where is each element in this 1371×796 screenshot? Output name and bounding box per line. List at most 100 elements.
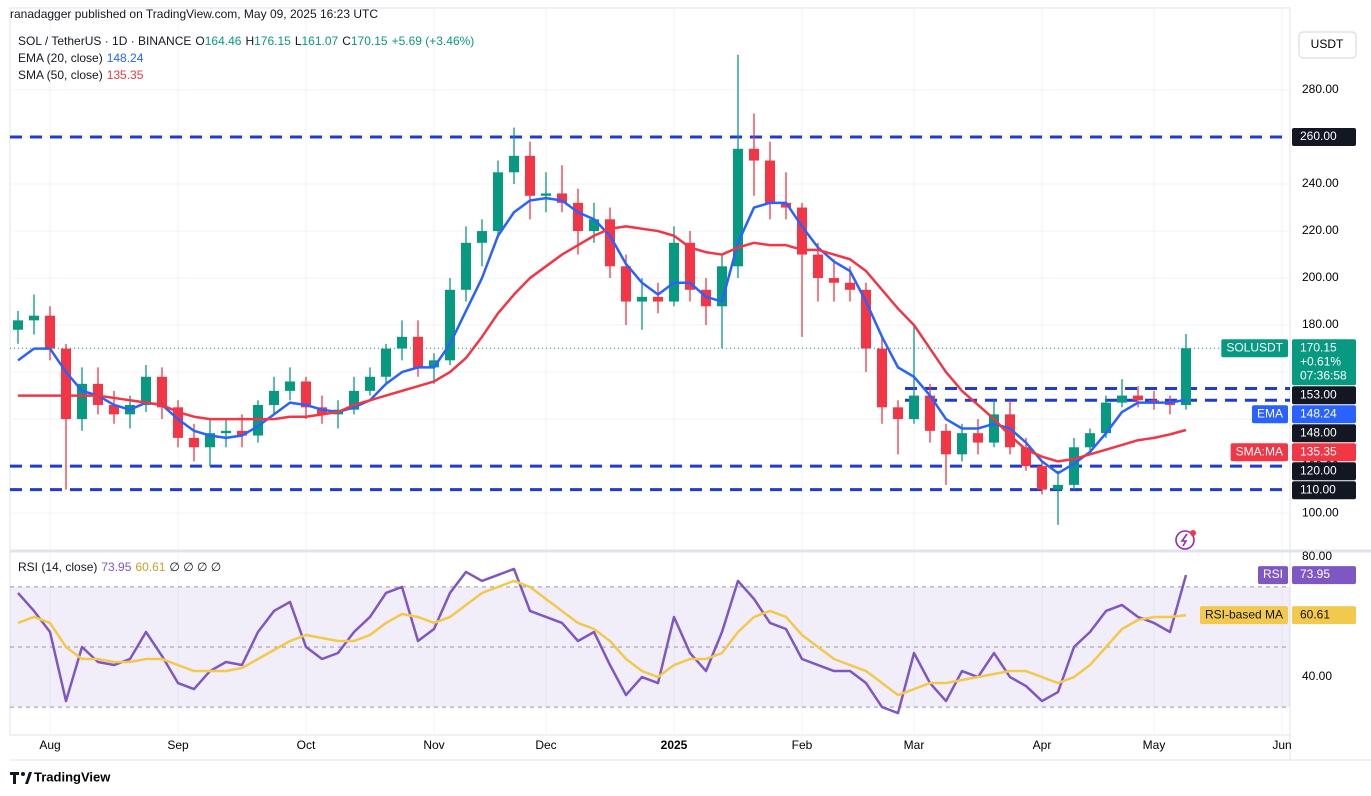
candle-body [1053,484,1063,490]
axis-tag [1199,606,1288,625]
candle-body [205,433,215,448]
y-tick-label: 240.00 [1302,176,1339,190]
indicator-line [17,196,1187,475]
alert-icon[interactable] [1175,530,1196,550]
logo-mark [10,772,19,784]
icon-bolt[interactable] [1180,533,1188,547]
symbol: SOL / TetherUS · 1D · BINANCE [18,34,192,48]
candle-body [557,193,567,203]
candle-body [13,320,23,330]
x-tick-label: Feb [792,738,813,752]
ema-legend: EMA (20, close) 148.24 [18,50,147,66]
candle-body [1037,466,1047,490]
rsi-legend: RSI (14, close) 73.95 60.61 ∅ ∅ ∅ ∅ [18,559,225,575]
y-tick-label: 200.00 [1302,270,1339,284]
logo-mark [21,772,25,776]
candle-body [141,376,151,405]
axis-label-text: 148.24 [1300,406,1337,420]
candle-body [477,231,487,243]
y-tick-label: 280.00 [1302,82,1339,96]
candle-body [1069,447,1079,485]
y-tick-label: 220.00 [1302,223,1339,237]
axis-tag [1257,566,1288,585]
brand: TradingView [34,769,111,784]
candle-body [877,348,887,408]
symbol-legend: SOL / TetherUS · 1D · BINANCE O164.46 H176… [18,33,478,49]
candle-body [621,266,631,302]
axis-value-box [1292,339,1356,386]
x-tick-label: Nov [423,738,444,752]
axis-label-text: RSI-based MA [1205,607,1283,621]
axis-tag [1230,443,1288,462]
ohlc-label: H [245,34,255,48]
axis-label-text: RSI [1263,567,1283,581]
axis-value-box [1292,606,1356,625]
candle-body [925,395,935,431]
candle-body [797,207,807,255]
candle-body [237,430,247,436]
rsi-ma-value: 60.61 [135,560,166,574]
candle-body [413,336,423,368]
icon-ring[interactable] [1175,530,1195,550]
candle-body [893,407,903,420]
ema-name: EMA (20, close) [18,51,103,65]
axis-value-box [1292,424,1356,443]
candle-body [1101,402,1111,434]
x-tick-label: Oct [297,738,316,752]
candle-body [381,348,391,377]
candle-body [1021,447,1031,467]
candle-body [365,376,375,391]
candle-body [61,348,71,420]
candle-body [653,296,663,302]
axis-label-text: 148.00 [1300,425,1337,439]
axis-value-box [1292,405,1356,424]
candle-body [429,360,439,368]
currency-box[interactable] [1298,31,1357,59]
candle-body [845,282,855,290]
candle-body [781,202,791,208]
axis-label-text: 73.95 [1300,567,1330,581]
axis-label-text: 135.35 [1300,444,1337,458]
ohlc-value: 176.15 [254,34,291,48]
rsi-extra: ∅ ∅ ∅ ∅ [169,560,222,574]
candle-body [45,315,55,349]
axis-value-box [1292,566,1356,585]
candle-body [285,381,295,391]
indicator-line [17,579,1187,697]
rsi-name: RSI (14, close) [18,560,98,574]
candle-body [493,172,503,232]
rsi-value: 73.95 [101,560,132,574]
axis-label-text: 60.61 [1300,607,1330,621]
candle-body [301,381,311,408]
candle-body [525,155,535,196]
candle-body [1005,414,1015,448]
axis-value-box [1292,462,1356,481]
axis-value-box [1292,386,1356,405]
sma-legend: SMA (50, close) 135.35 [18,67,147,83]
axis-label-text: 170.15 [1300,340,1337,354]
axis-tag [1221,339,1288,358]
ema-value: 148.24 [106,51,144,65]
ohlc-value: 161.07 [301,34,339,48]
ohlc-change: +5.69 (+3.46%) [391,34,475,48]
x-tick-label: Aug [39,738,60,752]
candle-body [973,433,983,443]
rsi-tick-label: 40.00 [1302,669,1332,683]
candle-body [157,376,167,408]
icon-dot[interactable] [1190,530,1196,536]
x-tick-label: May [1143,738,1166,752]
candle-body [717,266,727,307]
candle-body [957,433,967,455]
ohlc-label: O [195,34,205,48]
y-tick-label: 180.00 [1302,317,1339,331]
currency[interactable]: USDT [1311,37,1344,51]
published-line: ranadagger published on TradingView.com,… [10,6,382,22]
x-tick-label: Sep [167,738,189,752]
candle-body [1133,395,1143,401]
candle-body [669,242,679,302]
axis-label-text: SMA:MA [1236,444,1283,458]
candle-body [813,254,823,279]
y-tick-label: 100.00 [1302,505,1339,519]
